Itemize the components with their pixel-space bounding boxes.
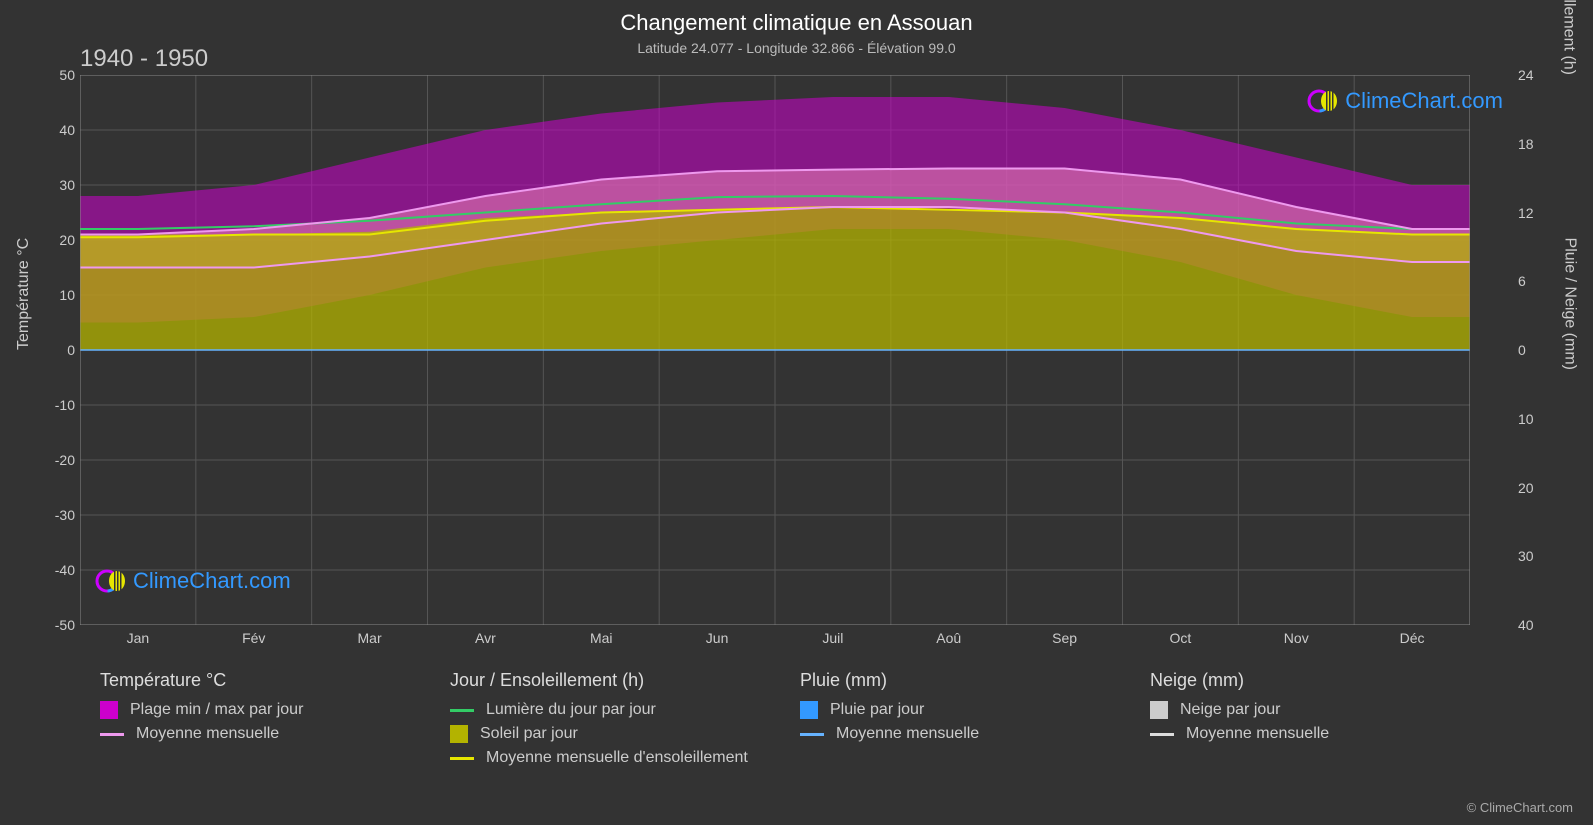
- y-tick-right: 20: [1518, 480, 1543, 496]
- x-tick: Oct: [1170, 630, 1192, 646]
- legend-item-daylight: Lumière du jour par jour: [450, 701, 800, 719]
- legend-item-rain-daily: Pluie par jour: [800, 701, 1150, 719]
- y-tick-left: -40: [45, 562, 75, 578]
- legend-item-sunshine: Soleil par jour: [450, 725, 800, 743]
- y-axis-left-label: Température °C: [15, 238, 33, 350]
- y-tick-left: -10: [45, 397, 75, 413]
- y-tick-left: -50: [45, 617, 75, 633]
- legend-item-temp-range: Plage min / max par jour: [100, 701, 450, 719]
- period-label: 1940 - 1950: [80, 45, 208, 73]
- legend-label: Soleil par jour: [480, 725, 578, 743]
- chart-container: Changement climatique en Assouan Latitud…: [0, 0, 1593, 825]
- y-tick-left: 0: [45, 342, 75, 358]
- watermark-text: ClimeChart.com: [133, 568, 291, 594]
- chart-plot: [80, 75, 1470, 625]
- y-axis-right-top-label: Jour / Ensoleillement (h): [1560, 0, 1578, 75]
- y-tick-left: 20: [45, 232, 75, 248]
- watermark-top: ClimeChart.com: [1307, 85, 1503, 117]
- rain-mean-swatch-icon: [800, 733, 824, 736]
- legend-item-snow-daily: Neige par jour: [1150, 701, 1500, 719]
- legend-col-day: Jour / Ensoleillement (h) Lumière du jou…: [450, 670, 800, 773]
- legend-snow-title: Neige (mm): [1150, 670, 1500, 691]
- climechart-logo-icon: [95, 565, 127, 597]
- watermark-text: ClimeChart.com: [1345, 88, 1503, 114]
- legend-temp-title: Température °C: [100, 670, 450, 691]
- watermark-bottom: ClimeChart.com: [95, 565, 291, 597]
- x-tick: Mai: [590, 630, 613, 646]
- y-axis-right-bottom-label: Pluie / Neige (mm): [1560, 238, 1578, 370]
- y-tick-right: 10: [1518, 411, 1543, 427]
- snow-mean-swatch-icon: [1150, 733, 1174, 736]
- rain-swatch-icon: [800, 701, 818, 719]
- chart-subtitle: Latitude 24.077 - Longitude 32.866 - Élé…: [0, 40, 1593, 56]
- legend-label: Neige par jour: [1180, 701, 1281, 719]
- x-tick: Juil: [822, 630, 843, 646]
- y-tick-left: 40: [45, 122, 75, 138]
- y-tick-right: 40: [1518, 617, 1543, 633]
- legend-label: Moyenne mensuelle: [136, 725, 279, 743]
- legend-item-temp-mean: Moyenne mensuelle: [100, 725, 450, 743]
- legend: Température °C Plage min / max par jour …: [100, 670, 1500, 773]
- y-tick-left: 50: [45, 67, 75, 83]
- legend-item-sunshine-mean: Moyenne mensuelle d'ensoleillement: [450, 749, 800, 767]
- y-tick-left: -30: [45, 507, 75, 523]
- y-tick-right: 12: [1518, 205, 1543, 221]
- sunshine-swatch-icon: [450, 725, 468, 743]
- x-tick: Aoû: [936, 630, 961, 646]
- y-tick-right: 24: [1518, 67, 1543, 83]
- y-tick-right: 18: [1518, 136, 1543, 152]
- x-tick: Sep: [1052, 630, 1077, 646]
- y-tick-left: -20: [45, 452, 75, 468]
- legend-day-title: Jour / Ensoleillement (h): [450, 670, 800, 691]
- legend-col-snow: Neige (mm) Neige par jour Moyenne mensue…: [1150, 670, 1500, 773]
- x-tick: Déc: [1400, 630, 1425, 646]
- snow-swatch-icon: [1150, 701, 1168, 719]
- legend-label: Moyenne mensuelle: [836, 725, 979, 743]
- y-tick-left: 30: [45, 177, 75, 193]
- legend-label: Plage min / max par jour: [130, 701, 303, 719]
- x-tick: Jun: [706, 630, 729, 646]
- x-tick: Jan: [127, 630, 150, 646]
- legend-item-snow-mean: Moyenne mensuelle: [1150, 725, 1500, 743]
- legend-col-rain: Pluie (mm) Pluie par jour Moyenne mensue…: [800, 670, 1150, 773]
- legend-col-temp: Température °C Plage min / max par jour …: [100, 670, 450, 773]
- chart-title: Changement climatique en Assouan: [0, 10, 1593, 36]
- y-tick-right: 30: [1518, 548, 1543, 564]
- temp-mean-swatch-icon: [100, 733, 124, 736]
- legend-label: Moyenne mensuelle d'ensoleillement: [486, 749, 748, 767]
- legend-label: Moyenne mensuelle: [1186, 725, 1329, 743]
- legend-label: Lumière du jour par jour: [486, 701, 656, 719]
- y-tick-right: 6: [1518, 273, 1543, 289]
- x-tick: Nov: [1284, 630, 1309, 646]
- x-tick: Avr: [475, 630, 496, 646]
- legend-rain-title: Pluie (mm): [800, 670, 1150, 691]
- copyright: © ClimeChart.com: [1467, 800, 1573, 815]
- x-tick: Mar: [358, 630, 382, 646]
- temp-range-swatch-icon: [100, 701, 118, 719]
- legend-label: Pluie par jour: [830, 701, 924, 719]
- daylight-swatch-icon: [450, 709, 474, 712]
- y-tick-right: 0: [1518, 342, 1543, 358]
- y-tick-left: 10: [45, 287, 75, 303]
- climechart-logo-icon: [1307, 85, 1339, 117]
- legend-item-rain-mean: Moyenne mensuelle: [800, 725, 1150, 743]
- sunshine-mean-swatch-icon: [450, 757, 474, 760]
- x-tick: Fév: [242, 630, 265, 646]
